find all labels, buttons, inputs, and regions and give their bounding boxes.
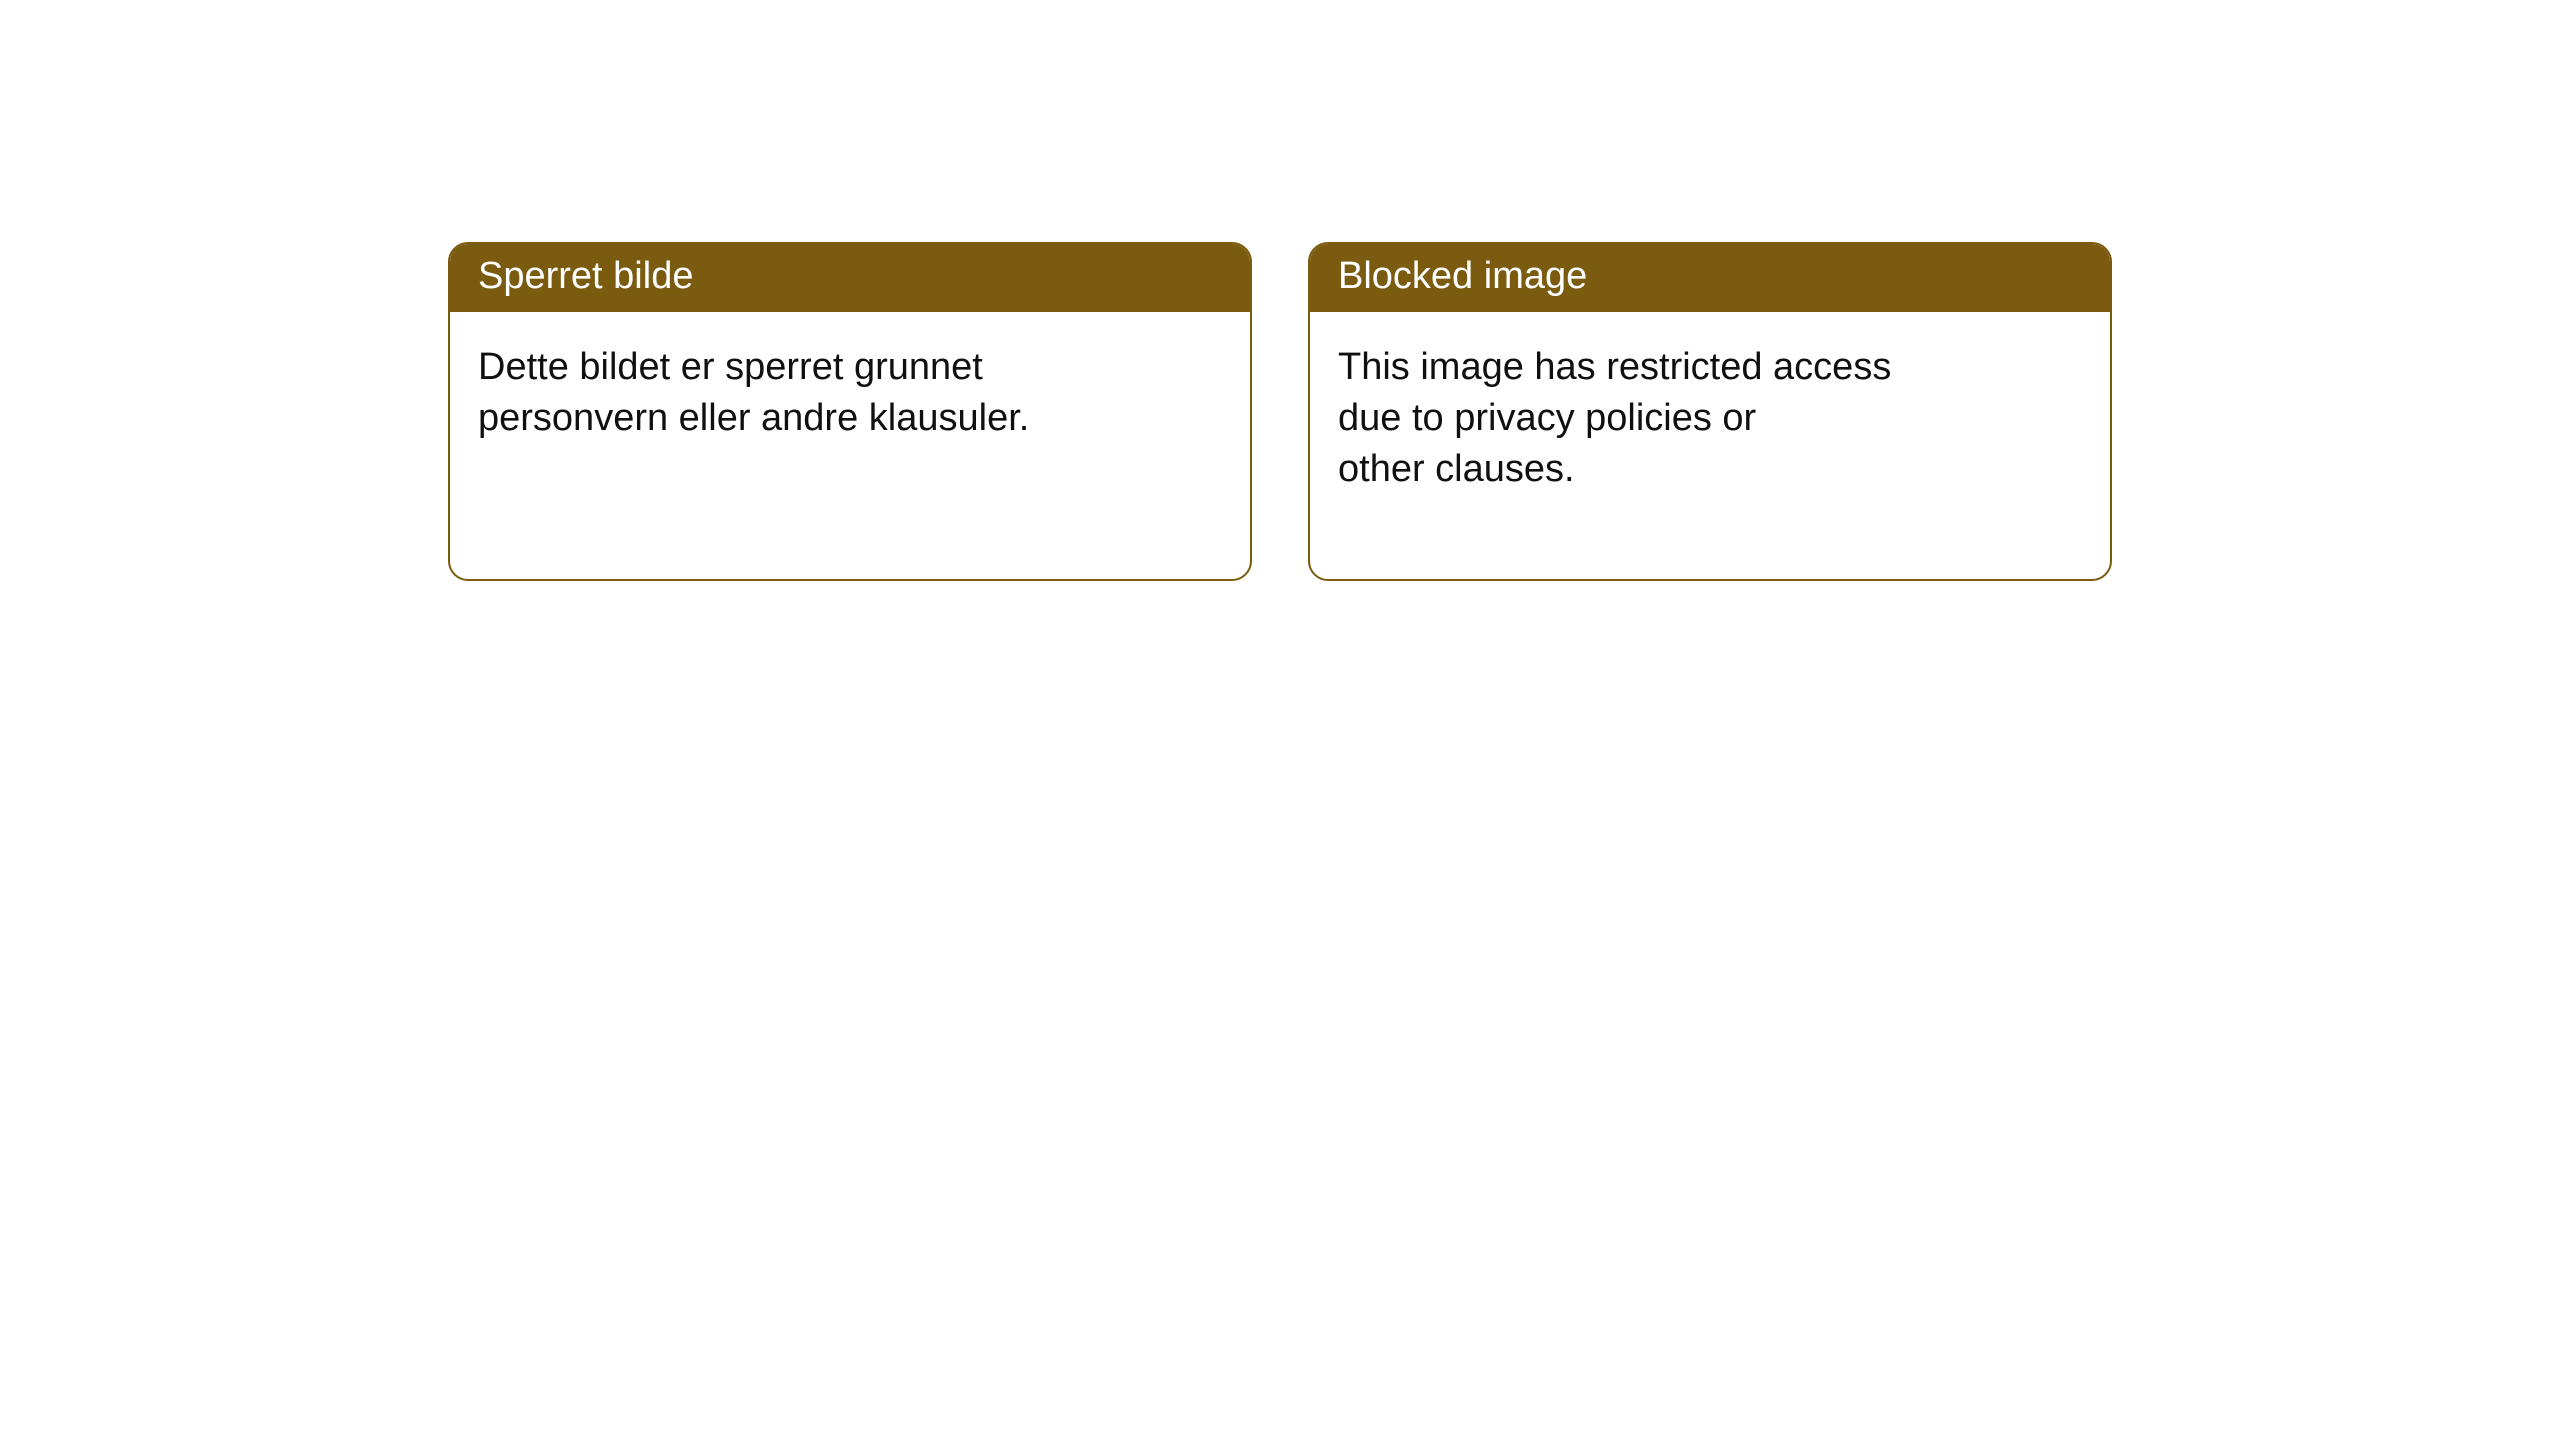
notice-container: Sperret bilde Dette bildet er sperret gr… <box>0 0 2560 581</box>
notice-body: This image has restricted access due to … <box>1310 312 2110 526</box>
notice-card-norwegian: Sperret bilde Dette bildet er sperret gr… <box>448 242 1252 581</box>
notice-title: Sperret bilde <box>450 244 1250 312</box>
notice-title: Blocked image <box>1310 244 2110 312</box>
notice-body: Dette bildet er sperret grunnet personve… <box>450 312 1250 475</box>
notice-card-english: Blocked image This image has restricted … <box>1308 242 2112 581</box>
